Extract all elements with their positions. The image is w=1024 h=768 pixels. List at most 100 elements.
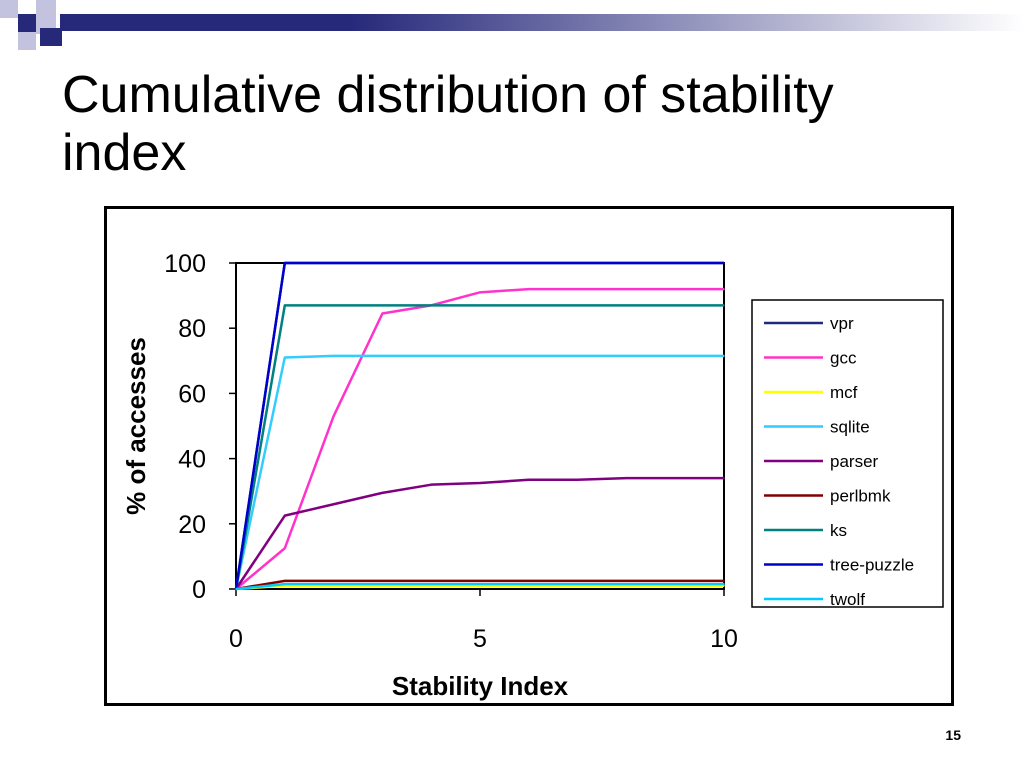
legend-label-ks: ks [830,521,847,540]
data-point-perlbmk [674,580,676,582]
x-axis-title: Stability Index [392,671,569,701]
data-point-twolf [235,588,237,590]
data-point-perlbmk [625,580,628,582]
data-point-twolf [381,583,384,585]
data-point-tree-puzzle [381,262,384,264]
data-point-parser [284,514,286,517]
data-point-perlbmk [479,580,481,582]
data-point-twolf [430,583,433,585]
data-point-twolf [723,583,725,585]
data-point-perlbmk [381,580,384,582]
data-point-parser [332,503,335,506]
y-tick-label: 40 [178,446,206,474]
data-point-tree-puzzle [723,262,725,264]
y-axis-title: % of accesses [121,337,151,515]
data-point-tree-puzzle [284,262,286,264]
y-tick-label: 100 [164,250,206,278]
data-point-gcc [332,415,335,418]
legend-label-sqlite: sqlite [830,418,870,437]
x-tick-label: 10 [710,625,738,653]
data-point-tree-puzzle [430,262,433,264]
data-point-sqlite [284,356,286,359]
corner-square-light [18,32,36,50]
line-chart: 0 20 40 60 80 100 0 5 10 Stability Index % of acce… [121,250,944,701]
y-tick-label: 60 [178,380,206,408]
data-point-twolf [284,583,286,585]
data-point-parser [674,477,676,479]
data-point-ks [625,304,628,307]
data-point-gcc [528,288,530,290]
data-point-ks [576,304,579,307]
data-point-gcc [625,288,628,290]
data-point-twolf [479,583,481,585]
data-point-twolf [332,583,335,585]
data-point-perlbmk [430,580,433,582]
data-point-ks [528,304,530,307]
data-point-twolf [528,583,530,585]
data-point-sqlite [674,355,676,357]
corner-square-dark [40,28,62,46]
x-tick-label: 5 [473,625,487,653]
legend-label-mcf: mcf [830,383,858,402]
data-point-twolf [625,583,628,585]
data-point-gcc [479,291,481,294]
data-point-gcc [284,547,286,550]
data-point-tree-puzzle [332,262,335,264]
data-point-perlbmk [576,580,579,582]
y-tick-label: 20 [178,511,206,539]
data-point-ks [430,304,433,307]
plot-area [235,262,725,590]
data-point-twolf [674,583,676,585]
data-point-parser [479,482,481,484]
legend-label-twolf: twolf [830,590,865,609]
legend-label-vpr: vpr [830,314,854,333]
data-point-gcc [576,288,579,290]
data-point-tree-puzzle [528,262,530,264]
data-point-parser [625,477,628,479]
data-point-perlbmk [723,580,725,582]
data-point-sqlite [723,355,725,357]
data-point-sqlite [528,355,530,357]
data-point-sqlite [625,355,628,357]
data-point-ks [381,304,384,307]
legend-label-perlbmk: perlbmk [830,487,891,506]
legend-label-tree-puzzle: tree-puzzle [830,556,914,575]
data-point-ks [479,304,481,307]
data-point-tree-puzzle [576,262,579,264]
corner-square-dark [18,14,36,32]
x-tick-label: 0 [229,625,243,653]
data-point-sqlite [381,355,384,357]
data-point-tree-puzzle [625,262,628,264]
header-band [60,14,1024,31]
data-point-gcc [381,312,384,315]
page-number: 15 [945,727,961,743]
data-point-perlbmk [528,580,530,582]
legend [751,299,944,608]
data-point-gcc [723,288,725,290]
data-point-parser [381,492,384,494]
data-point-twolf [576,583,579,585]
data-point-gcc [674,288,676,290]
legend-label-gcc: gcc [830,349,857,368]
data-point-sqlite [430,355,433,357]
data-point-perlbmk [332,580,335,582]
data-point-parser [430,483,433,486]
data-point-sqlite [479,355,481,357]
data-point-sqlite [576,355,579,357]
data-point-ks [332,304,335,307]
corner-square-light [36,0,56,34]
y-tick-label: 80 [178,315,206,343]
legend-label-parser: parser [830,452,879,471]
data-point-ks [723,304,725,307]
corner-square-light [0,0,18,18]
data-point-tree-puzzle [479,262,481,264]
data-point-parser [528,478,530,481]
y-tick-label: 0 [192,576,206,604]
data-point-ks [674,304,676,307]
data-point-tree-puzzle [674,262,676,264]
slide-title: Cumulative distribution of stability ind… [62,66,834,182]
chart-frame: 0 20 40 60 80 100 0 5 10 Stability Index % of acce… [104,206,954,706]
data-point-parser [723,477,725,479]
data-point-perlbmk [284,580,286,582]
data-point-parser [576,478,579,481]
